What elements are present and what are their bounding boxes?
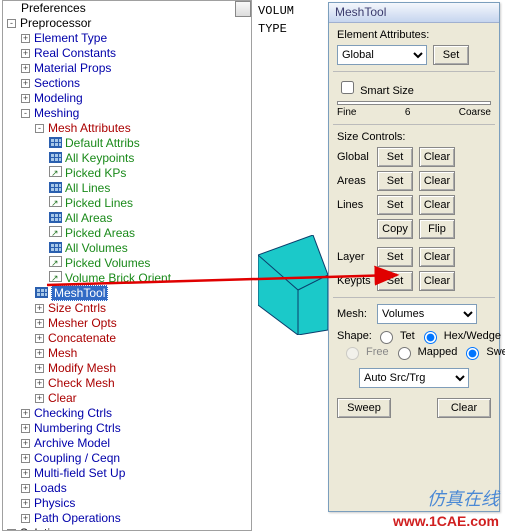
tree-node-material-props[interactable]: +Material Props (3, 61, 251, 76)
size-global-label: Global (337, 151, 371, 163)
size-layer-clear-button[interactable]: Clear (419, 247, 455, 267)
size-global-set-button[interactable]: Set (377, 147, 413, 167)
tree-node-modeling[interactable]: +Modeling (3, 91, 251, 106)
mesh-type-select[interactable]: Volumes (377, 304, 477, 324)
model-shape (258, 235, 328, 335)
tree-node-mesh-attributes[interactable]: -Mesh Attributes (3, 121, 251, 136)
tree-node-volume-brick-orient[interactable]: Volume Brick Orient (3, 271, 251, 286)
pick-icon (49, 226, 62, 237)
tree-node-all-lines[interactable]: All Lines (3, 181, 251, 196)
grid-icon (49, 212, 62, 223)
size-keypts-set-button[interactable]: Set (377, 271, 413, 291)
tree-node-numbering-ctrls[interactable]: +Numbering Ctrls (3, 421, 251, 436)
size-lines-extra-copy-button[interactable]: Copy (377, 219, 413, 239)
grid-icon (49, 152, 62, 163)
size-global-clear-button[interactable]: Clear (419, 147, 455, 167)
tree-node-default-attribs[interactable]: Default Attribs (3, 136, 251, 151)
element-attributes-select[interactable]: Global (337, 45, 427, 65)
free-radio (346, 347, 359, 360)
watermark-url: www.1CAE.com (393, 513, 499, 529)
tree-node-meshing[interactable]: -Meshing (3, 106, 251, 121)
size-lines-label: Lines (337, 199, 371, 211)
grid-icon (49, 182, 62, 193)
size-layer-label: Layer (337, 251, 371, 263)
shape-label: Shape: (337, 330, 371, 342)
size-lines-set-button[interactable]: Set (377, 195, 413, 215)
tree-node-physics[interactable]: +Physics (3, 496, 251, 511)
tree-node-solution[interactable]: +Solution (3, 526, 251, 531)
tree-node-meshtool[interactable]: MeshTool (3, 286, 251, 301)
tree-node-picked-areas[interactable]: Picked Areas (3, 226, 251, 241)
size-areas-label: Areas (337, 175, 371, 187)
size-areas-clear-button[interactable]: Clear (419, 171, 455, 191)
tree-node-real-constants[interactable]: +Real Constants (3, 46, 251, 61)
tree-node-coupling-ceqn[interactable]: +Coupling / Ceqn (3, 451, 251, 466)
watermark-text: 仿真在线 (427, 485, 499, 511)
size-controls-label: Size Controls: (337, 131, 491, 143)
size-keypts-label: Keypts (337, 275, 371, 287)
tree-node-mesh[interactable]: +Mesh (3, 346, 251, 361)
bg-text-2: TYPE (258, 20, 330, 38)
smart-size-slider[interactable] (337, 101, 491, 105)
sweep-button[interactable]: Sweep (337, 398, 391, 418)
meshtool-titlebar[interactable]: MeshTool (329, 3, 499, 23)
mesh-label: Mesh: (337, 308, 371, 320)
slider-coarse-label: Coarse (459, 107, 491, 118)
pick-icon (49, 196, 62, 207)
tree-node-preferences[interactable]: Preferences (3, 1, 251, 16)
tree-node-clear[interactable]: +Clear (3, 391, 251, 406)
pick-icon (49, 256, 62, 267)
grid-icon (35, 287, 48, 298)
bg-text-1: VOLUM (258, 2, 330, 20)
tree-node-mesher-opts[interactable]: +Mesher Opts (3, 316, 251, 331)
pick-icon (49, 271, 62, 282)
size-areas-set-button[interactable]: Set (377, 171, 413, 191)
element-attributes-label: Element Attributes: (337, 29, 491, 41)
grid-icon (49, 137, 62, 148)
shape-tet-radio[interactable] (380, 331, 393, 344)
tree-panel: Preferences-Preprocessor+Element Type+Re… (2, 0, 252, 531)
sweep-source-select[interactable]: Auto Src/Trg (359, 368, 469, 388)
tree-node-checking-ctrls[interactable]: +Checking Ctrls (3, 406, 251, 421)
tree-node-all-keypoints[interactable]: All Keypoints (3, 151, 251, 166)
slider-fine-label: Fine (337, 107, 356, 118)
tree-node-archive-model[interactable]: +Archive Model (3, 436, 251, 451)
meshtool-dialog: MeshTool Element Attributes: Global Set … (328, 2, 500, 512)
shape-hex-radio[interactable] (424, 331, 437, 344)
scroll-up-button[interactable] (235, 1, 251, 17)
tree-node-preprocessor[interactable]: -Preprocessor (3, 16, 251, 31)
tree-node-concatenate[interactable]: +Concatenate (3, 331, 251, 346)
sweep-radio[interactable] (466, 347, 479, 360)
tree-node-sections[interactable]: +Sections (3, 76, 251, 91)
tree-node-element-type[interactable]: +Element Type (3, 31, 251, 46)
size-layer-set-button[interactable]: Set (377, 247, 413, 267)
clear-button[interactable]: Clear (437, 398, 491, 418)
tree-node-path-operations[interactable]: +Path Operations (3, 511, 251, 526)
pick-icon (49, 166, 62, 177)
tree-node-picked-kps[interactable]: Picked KPs (3, 166, 251, 181)
tree-node-picked-lines[interactable]: Picked Lines (3, 196, 251, 211)
tree-node-modify-mesh[interactable]: +Modify Mesh (3, 361, 251, 376)
element-attributes-set-button[interactable]: Set (433, 45, 469, 65)
tree-node-multi-field-set-up[interactable]: +Multi-field Set Up (3, 466, 251, 481)
slider-value-label: 6 (405, 107, 411, 118)
tree-node-all-volumes[interactable]: All Volumes (3, 241, 251, 256)
tree-node-loads[interactable]: +Loads (3, 481, 251, 496)
tree-node-all-areas[interactable]: All Areas (3, 211, 251, 226)
size-lines-clear-button[interactable]: Clear (419, 195, 455, 215)
mapped-radio[interactable] (398, 347, 411, 360)
tree-node-check-mesh[interactable]: +Check Mesh (3, 376, 251, 391)
smart-size-checkbox[interactable]: Smart Size (337, 85, 414, 97)
grid-icon (49, 242, 62, 253)
size-keypts-clear-button[interactable]: Clear (419, 271, 455, 291)
tree-node-picked-volumes[interactable]: Picked Volumes (3, 256, 251, 271)
size-lines-extra-flip-button[interactable]: Flip (419, 219, 455, 239)
tree-node-size-cntrls[interactable]: +Size Cntrls (3, 301, 251, 316)
